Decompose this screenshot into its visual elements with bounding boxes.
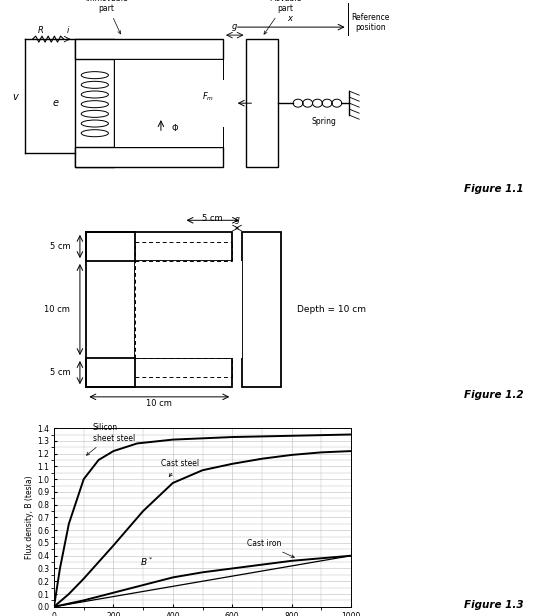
- Text: R: R: [37, 26, 43, 35]
- Text: 5 cm: 5 cm: [50, 242, 71, 251]
- Text: g: g: [232, 22, 238, 31]
- Bar: [76, 39, 223, 59]
- Text: 10 cm: 10 cm: [44, 305, 70, 314]
- Bar: [114, 59, 223, 147]
- Text: 10 cm: 10 cm: [146, 399, 172, 408]
- Bar: [76, 147, 223, 167]
- Text: Cast steel: Cast steel: [161, 460, 199, 476]
- Bar: [86, 358, 232, 387]
- Text: Movable
part: Movable part: [264, 0, 301, 34]
- Text: g: g: [234, 215, 240, 224]
- Bar: [86, 232, 135, 387]
- Bar: [242, 232, 281, 387]
- Text: $\Phi$: $\Phi$: [171, 122, 179, 132]
- Text: Reference
position: Reference position: [352, 13, 390, 33]
- Text: $F_m$: $F_m$: [201, 90, 214, 103]
- Text: Cast iron: Cast iron: [247, 539, 294, 557]
- Text: Figure 1.3: Figure 1.3: [464, 600, 524, 610]
- Text: 5 cm: 5 cm: [202, 214, 223, 224]
- Text: i: i: [66, 26, 69, 35]
- Text: Silicon
sheet steel: Silicon sheet steel: [86, 423, 135, 455]
- Text: Depth = 10 cm: Depth = 10 cm: [297, 305, 366, 314]
- Text: v: v: [12, 92, 18, 102]
- Bar: [86, 232, 232, 261]
- Bar: [76, 39, 114, 167]
- Text: 5 cm: 5 cm: [50, 368, 71, 377]
- Text: e: e: [53, 98, 59, 108]
- Text: Figure 1.1: Figure 1.1: [464, 184, 524, 194]
- Text: x: x: [287, 14, 292, 23]
- Text: Spring: Spring: [312, 117, 336, 126]
- Text: $B^*$: $B^*$: [139, 555, 153, 568]
- Bar: [135, 261, 242, 358]
- Text: Figure 1.2: Figure 1.2: [464, 391, 524, 400]
- Y-axis label: Flux density, B (tesla): Flux density, B (tesla): [25, 476, 34, 559]
- Text: Immovable
part: Immovable part: [85, 0, 128, 34]
- Bar: [246, 39, 278, 167]
